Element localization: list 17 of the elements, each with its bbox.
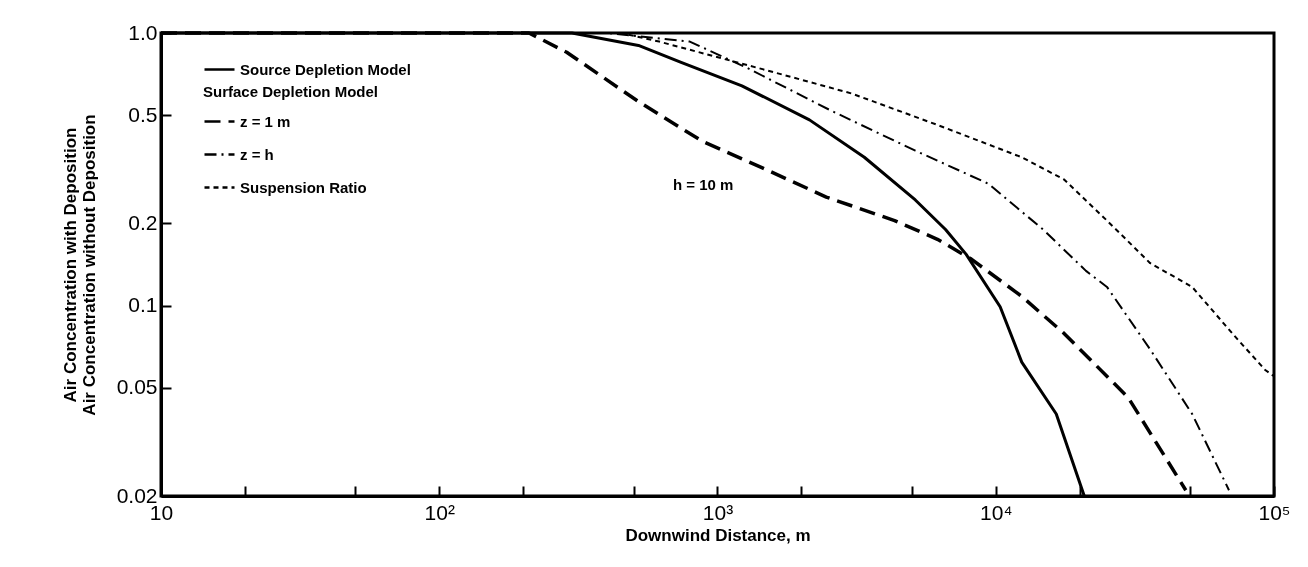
y-axis-title: Air Concentration with Deposition Air Concentration without Deposition — [60, 114, 99, 416]
x-tick-label: 10⁴ — [980, 500, 1013, 524]
y-tick-label: 1.0 — [128, 20, 158, 44]
legend-label: z = h — [240, 145, 274, 163]
legend-title: Surface Depletion Model — [203, 83, 379, 100]
y-tick-label: 0.1 — [128, 293, 158, 317]
y-tick-label: 0.2 — [128, 210, 158, 234]
annotation: h = 10 m — [673, 176, 734, 193]
legend-label: z = 1 m — [240, 112, 291, 130]
y-tick-label: 0.05 — [116, 375, 158, 399]
x-tick-label: 10⁵ — [1258, 500, 1291, 524]
y-tick-label: 0.5 — [128, 102, 158, 126]
x-tick-label: 10² — [424, 500, 455, 524]
legend-label: Source Depletion Model — [240, 60, 411, 78]
x-axis-title: Downwind Distance, m — [625, 525, 811, 545]
x-tick-label: 10³ — [702, 500, 734, 524]
legend-label: Suspension Ratio — [240, 178, 367, 196]
